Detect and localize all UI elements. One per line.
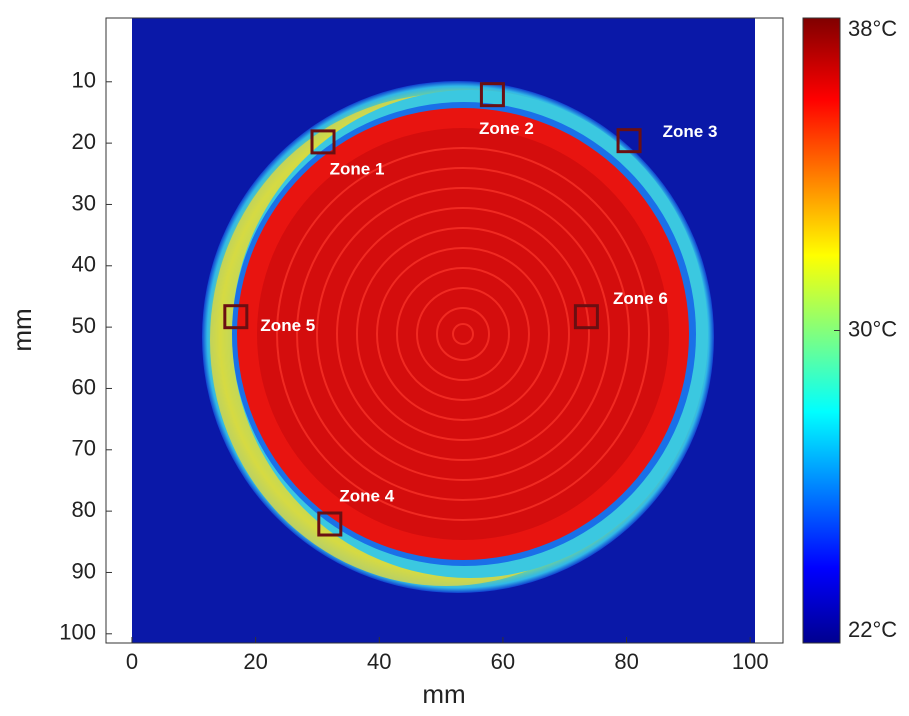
colorbar-tick-label: 30°C bbox=[848, 316, 897, 341]
x-tick-label: 80 bbox=[614, 649, 638, 674]
y-tick-label: 70 bbox=[72, 436, 96, 461]
x-tick-label: 60 bbox=[491, 649, 515, 674]
y-tick-label: 50 bbox=[72, 313, 96, 338]
x-tick-label: 40 bbox=[367, 649, 391, 674]
chart: mm mm 0 20 40 60 80 100 10 20 30 40 50 60 70 80 90 100 2… bbox=[0, 0, 909, 711]
x-tick-label: 100 bbox=[732, 649, 769, 674]
y-tick-label: 30 bbox=[72, 190, 96, 215]
zone-label: Zone 5 bbox=[260, 316, 315, 335]
x-axis-label: mm bbox=[422, 679, 465, 709]
colorbar-tick-label: 22°C bbox=[848, 617, 897, 642]
zone-label: Zone 2 bbox=[479, 119, 534, 138]
y-tick-label: 20 bbox=[72, 129, 96, 154]
y-tick-label: 90 bbox=[72, 558, 96, 583]
x-tick-label: 20 bbox=[243, 649, 267, 674]
zone-label: Zone 3 bbox=[663, 122, 718, 141]
x-tick-label: 0 bbox=[126, 649, 138, 674]
y-tick-label: 10 bbox=[72, 68, 96, 93]
y-tick-label: 100 bbox=[59, 620, 96, 645]
y-tick-label: 80 bbox=[72, 497, 96, 522]
zone-label: Zone 6 bbox=[613, 289, 668, 308]
zone-label: Zone 4 bbox=[339, 486, 394, 505]
zone-label: Zone 1 bbox=[330, 159, 385, 178]
thermal-image bbox=[132, 18, 755, 643]
y-axis-label: mm bbox=[7, 308, 37, 351]
y-tick-label: 40 bbox=[72, 252, 96, 277]
colorbar-tick-label: 38°C bbox=[848, 16, 897, 41]
y-tick-label: 60 bbox=[72, 374, 96, 399]
